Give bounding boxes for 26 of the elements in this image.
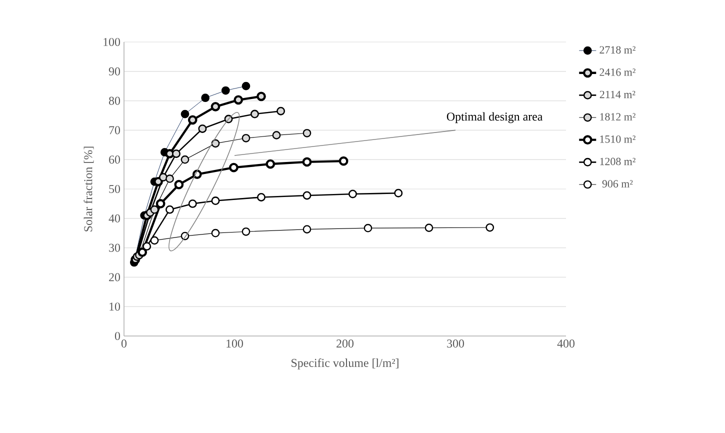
- x-tick-label: 200: [336, 340, 354, 348]
- legend-label: 2416 m²: [600, 68, 636, 76]
- annotation: Optimal design area: [446, 112, 543, 124]
- legend-label: 2718 m²: [600, 46, 636, 54]
- y-tick-label: 40: [108, 214, 120, 222]
- y-tick-label: 70: [109, 126, 120, 134]
- y-tick-label: 100: [104, 38, 120, 46]
- y-tick-label: 90: [108, 67, 120, 76]
- legend-label: 1510 m²: [600, 135, 636, 143]
- y-tick-label: 60: [109, 156, 120, 164]
- x-tick-label: 400: [557, 340, 575, 348]
- x-tick-label: 0: [121, 340, 127, 348]
- y-tick-label: 80: [108, 96, 120, 105]
- x-tick-label: 300: [447, 340, 464, 348]
- y-tick-label: 50: [109, 184, 120, 194]
- x-axis-title: Specific volume [l/m²]: [292, 358, 398, 370]
- y-axis-title: Solar fraction [%]: [84, 146, 94, 232]
- legend-label: 1812 m²: [600, 113, 636, 121]
- y-tick-label: 0: [114, 332, 120, 340]
- x-tick-label: 100: [226, 340, 244, 348]
- legend-label: 1208 m²: [600, 158, 636, 166]
- legend-label: 906 m²: [602, 180, 633, 188]
- y-tick-label: 20: [109, 273, 120, 282]
- legend-label: 2114 m²: [600, 90, 636, 98]
- y-tick-label: 30: [109, 244, 120, 252]
- y-tick-label: 10: [110, 302, 120, 311]
